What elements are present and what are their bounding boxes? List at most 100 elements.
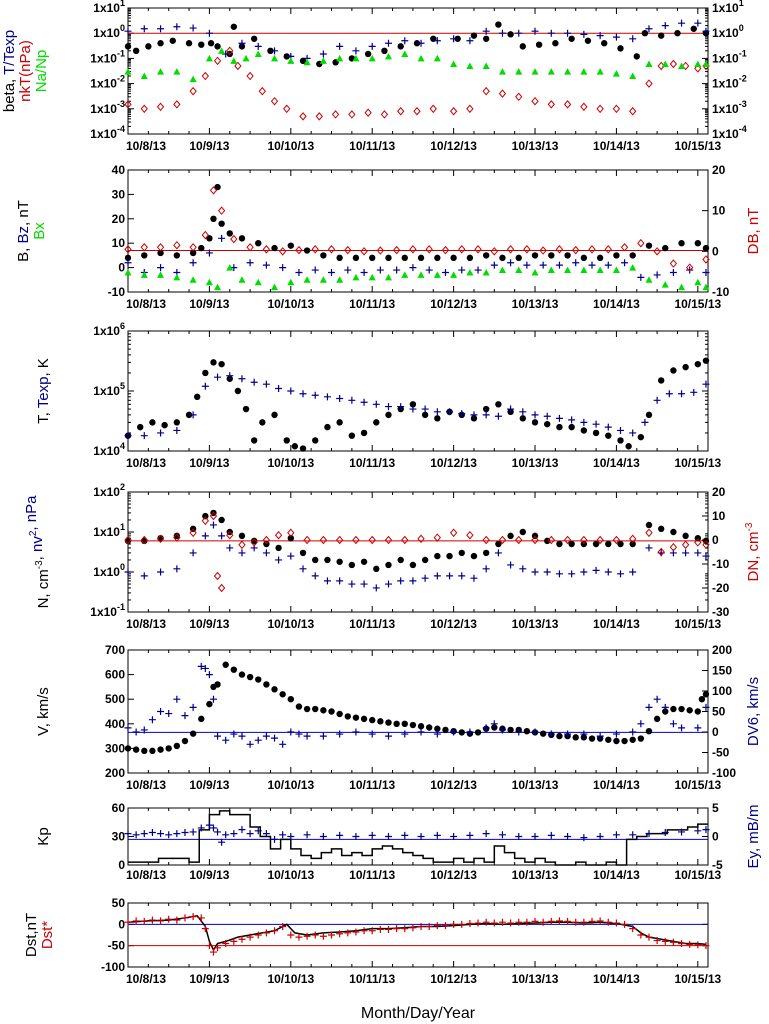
data-point <box>336 394 344 402</box>
data-point <box>466 62 474 69</box>
x-tick-label: 10/13/13 <box>512 456 559 470</box>
data-point <box>547 68 555 75</box>
data-point <box>498 535 507 545</box>
data-point <box>205 249 213 257</box>
data-point <box>417 54 425 62</box>
data-point <box>173 532 181 540</box>
data-point <box>303 247 311 254</box>
data-point <box>275 385 283 393</box>
data-point <box>588 261 596 269</box>
data-point <box>466 104 474 114</box>
data-point <box>173 240 181 250</box>
data-point <box>482 35 490 42</box>
data-point <box>616 426 624 434</box>
x-tick-label: 10/10/13 <box>267 139 314 153</box>
panel-density: 10/8/13 10/9/13 10/10/13 10/11/13 10/12/13 10… <box>23 482 762 631</box>
data-point <box>368 535 376 545</box>
data-point <box>686 940 694 948</box>
data-point <box>295 245 303 255</box>
data-point <box>384 833 392 840</box>
data-point <box>441 922 449 930</box>
data-point <box>230 666 238 673</box>
data-point <box>686 707 693 714</box>
data-point <box>702 703 710 711</box>
data-point <box>596 254 604 262</box>
data-point <box>425 922 433 930</box>
data-point <box>181 914 189 922</box>
data-point <box>507 561 515 569</box>
data-point <box>124 43 132 50</box>
data-point <box>189 730 197 737</box>
y-right-tick-label: 100 <box>712 684 732 698</box>
data-point <box>161 421 168 429</box>
data-point <box>633 53 640 60</box>
data-point <box>612 104 621 114</box>
data-point <box>482 565 490 573</box>
data-point <box>401 271 409 278</box>
data-point <box>572 259 580 267</box>
data-point <box>218 516 225 524</box>
data-point <box>617 45 624 52</box>
y-tick-label: 200 <box>105 766 125 780</box>
data-point <box>605 432 612 439</box>
data-point <box>670 528 677 536</box>
data-point <box>409 924 417 932</box>
data-point <box>568 423 575 431</box>
data-point <box>373 565 380 573</box>
data-point <box>482 549 490 557</box>
data-point <box>254 736 262 744</box>
data-point <box>564 252 571 259</box>
data-point <box>494 549 502 557</box>
data-point <box>401 37 409 45</box>
data-point <box>238 39 246 47</box>
data-point <box>482 918 490 926</box>
data-point <box>401 831 409 839</box>
data-point <box>519 565 527 573</box>
data-point <box>336 930 344 938</box>
data-point <box>645 25 653 33</box>
panel-frame <box>127 491 709 613</box>
data-point <box>360 927 368 935</box>
data-point <box>124 432 132 440</box>
data-point <box>336 558 343 565</box>
data-point <box>218 532 226 540</box>
data-point <box>662 244 669 252</box>
data-point <box>629 264 637 271</box>
data-point <box>156 242 165 252</box>
data-point <box>433 37 441 45</box>
x-tick-label: 10/10/13 <box>267 617 314 631</box>
data-point <box>299 57 307 65</box>
x-tick-label: 10/9/13 <box>189 868 229 882</box>
data-point <box>140 25 148 33</box>
data-point <box>556 540 563 548</box>
y-right-tick-label: 150 <box>712 664 732 678</box>
data-point <box>271 927 279 935</box>
x-tick-label: 10/13/13 <box>512 972 559 986</box>
data-point <box>364 50 372 58</box>
data-point <box>132 917 140 925</box>
data-point <box>218 360 225 368</box>
data-point <box>470 552 478 560</box>
data-point <box>132 728 140 736</box>
data-point <box>568 540 575 548</box>
data-point <box>702 942 710 950</box>
y-right-tick-label: -20 <box>712 581 730 595</box>
data-point <box>275 544 282 552</box>
y-right-tick-label: 1x101 <box>712 0 744 15</box>
data-point <box>612 831 620 839</box>
data-point <box>458 245 466 254</box>
y-tick-label: 300 <box>105 741 125 755</box>
data-point <box>446 572 454 580</box>
panel-dst: 10/8/13 10/9/13 10/10/13 10/11/13 10/12/13 10… <box>23 896 722 986</box>
data-point <box>137 423 144 431</box>
data-point <box>189 549 197 557</box>
x-tick-label: 10/10/13 <box>267 972 314 986</box>
data-point <box>629 35 637 43</box>
data-point <box>425 724 433 731</box>
data-point <box>254 278 262 286</box>
data-point <box>218 838 226 846</box>
data-point <box>470 574 478 582</box>
data-point <box>222 831 230 839</box>
data-point <box>259 419 266 426</box>
y-right-tick-label: -5 <box>712 858 723 872</box>
